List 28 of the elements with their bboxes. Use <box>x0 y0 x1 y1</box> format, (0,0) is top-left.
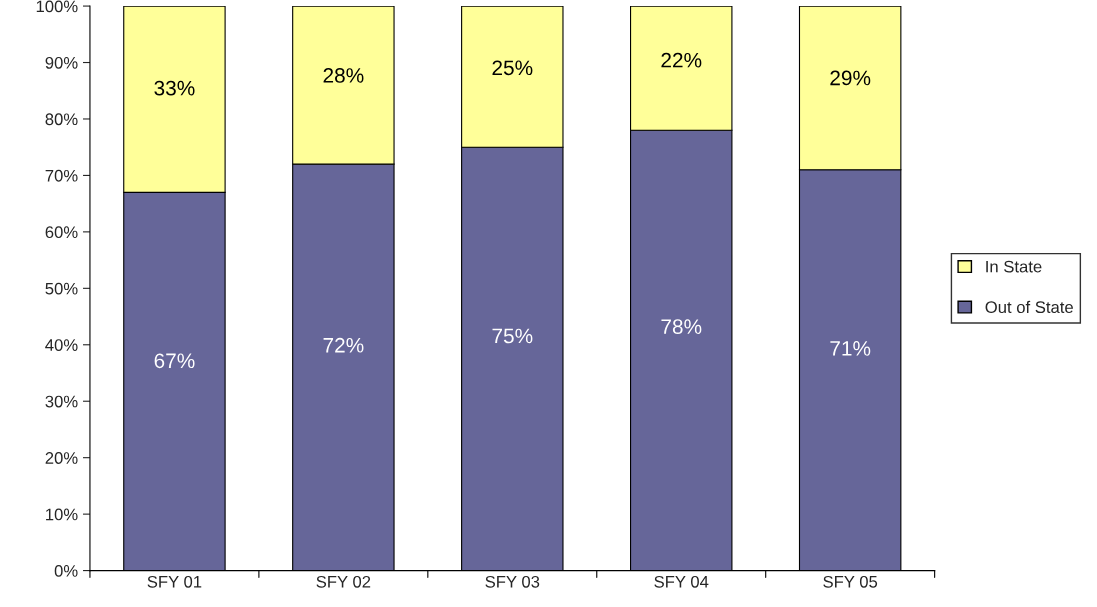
x-tick-label: SFY 03 <box>485 575 540 588</box>
x-tick-label: SFY 04 <box>654 575 709 588</box>
data-label: 29% <box>830 70 871 86</box>
data-label: 67% <box>154 353 195 369</box>
y-tick-label: 30% <box>45 395 78 408</box>
y-tick-label: 100% <box>36 0 78 13</box>
y-tick-label: 0% <box>54 564 78 577</box>
y-tick-label: 20% <box>45 452 78 464</box>
data-label: 22% <box>661 52 702 68</box>
legend-label: Out of State <box>985 300 1073 314</box>
y-tick-label: 40% <box>45 339 78 351</box>
y-tick-label: 70% <box>45 169 78 182</box>
data-label: 28% <box>323 68 364 83</box>
data-label: 33% <box>154 80 195 96</box>
data-label: 75% <box>492 328 533 344</box>
data-label: 71% <box>830 341 871 356</box>
y-tick-label: 80% <box>45 113 78 126</box>
data-label: 78% <box>661 319 702 334</box>
y-tick-label: 50% <box>45 282 78 295</box>
x-tick-label: SFY 01 <box>147 575 202 588</box>
data-label: 25% <box>492 60 533 76</box>
y-tick-label: 90% <box>45 56 78 69</box>
y-tick-label: 60% <box>45 226 78 239</box>
x-tick-label: SFY 05 <box>823 575 878 588</box>
y-tick-label: 10% <box>46 508 78 521</box>
legend-label: In State <box>986 260 1042 273</box>
data-label: 72% <box>323 337 364 353</box>
x-tick-label: SFY 02 <box>316 575 371 588</box>
